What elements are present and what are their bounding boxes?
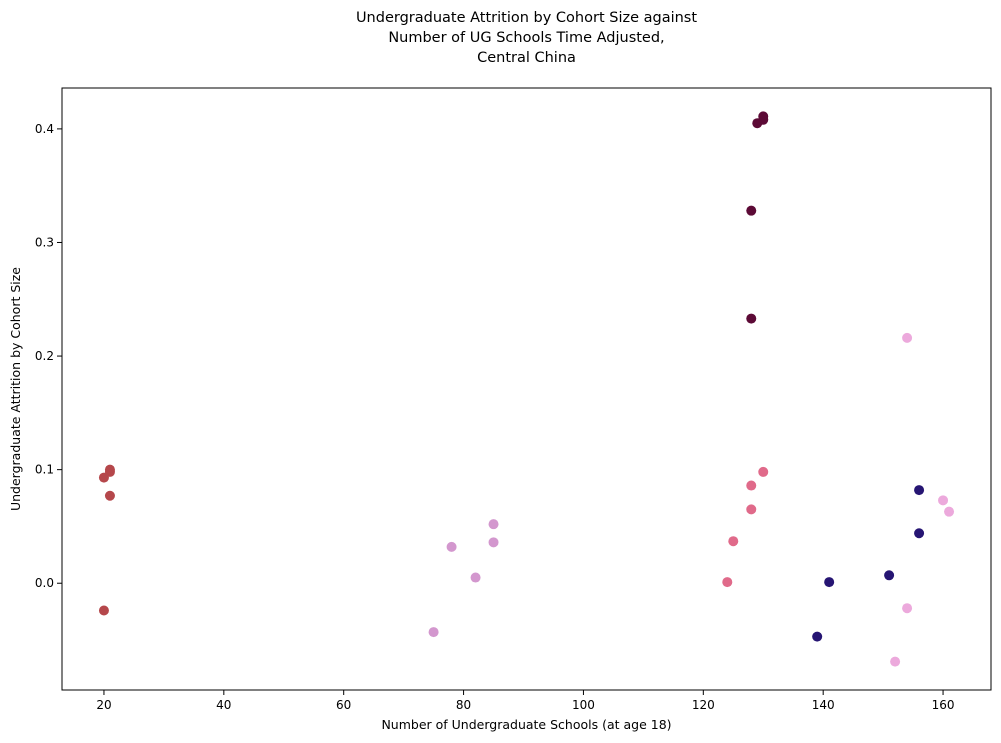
plot-frame — [61, 87, 992, 691]
x-tick-label: 120 — [692, 698, 715, 712]
data-point — [824, 577, 835, 588]
y-tick-label: 0.4 — [35, 122, 54, 136]
data-point — [428, 627, 439, 638]
data-point — [746, 480, 757, 491]
x-tick-label: 40 — [216, 698, 231, 712]
chart-title-line: Central China — [477, 50, 576, 66]
data-point — [446, 541, 457, 552]
data-point — [902, 603, 913, 614]
data-point — [104, 464, 115, 475]
data-point — [746, 504, 757, 515]
chart-title-line: Number of UG Schools Time Adjusted, — [388, 30, 664, 46]
y-tick-label: 0.0 — [35, 576, 54, 590]
data-point — [104, 490, 115, 501]
x-tick-label: 60 — [336, 698, 351, 712]
data-point — [944, 506, 955, 517]
data-point — [812, 631, 823, 642]
x-tick-label: 80 — [456, 698, 471, 712]
data-point — [884, 570, 895, 581]
data-point — [488, 537, 499, 548]
y-axis-ticks: 0.0 0.1 0.2 0.3 0.4 — [35, 122, 62, 590]
y-tick-label: 0.3 — [35, 235, 54, 249]
data-point — [902, 332, 913, 343]
chart-title: Undergraduate Attrition by Cohort Size a… — [356, 10, 697, 66]
x-tick-label: 20 — [96, 698, 111, 712]
data-point — [914, 528, 925, 539]
x-tick-label: 100 — [572, 698, 595, 712]
data-point — [914, 485, 925, 496]
data-point — [722, 577, 733, 588]
data-point — [758, 111, 769, 122]
x-axis-label: Number of Undergraduate Schools (at age … — [381, 717, 671, 732]
data-point — [98, 605, 109, 616]
data-point — [746, 205, 757, 216]
data-point — [488, 519, 499, 530]
data-point — [938, 495, 949, 506]
chart-title-line: Undergraduate Attrition by Cohort Size a… — [356, 10, 697, 26]
x-tick-label: 140 — [812, 698, 835, 712]
y-tick-label: 0.1 — [35, 463, 54, 477]
data-point — [758, 466, 769, 477]
y-tick-label: 0.2 — [35, 349, 54, 363]
x-axis-ticks: 20 40 60 80 100 120 140 160 — [96, 690, 955, 712]
data-point — [746, 313, 757, 324]
data-point — [470, 572, 481, 583]
y-axis-label: Undergraduate Attrition by Cohort Size — [8, 267, 23, 511]
data-point — [890, 656, 901, 667]
x-tick-label: 160 — [932, 698, 955, 712]
data-point — [728, 536, 739, 547]
data-points — [98, 111, 955, 667]
